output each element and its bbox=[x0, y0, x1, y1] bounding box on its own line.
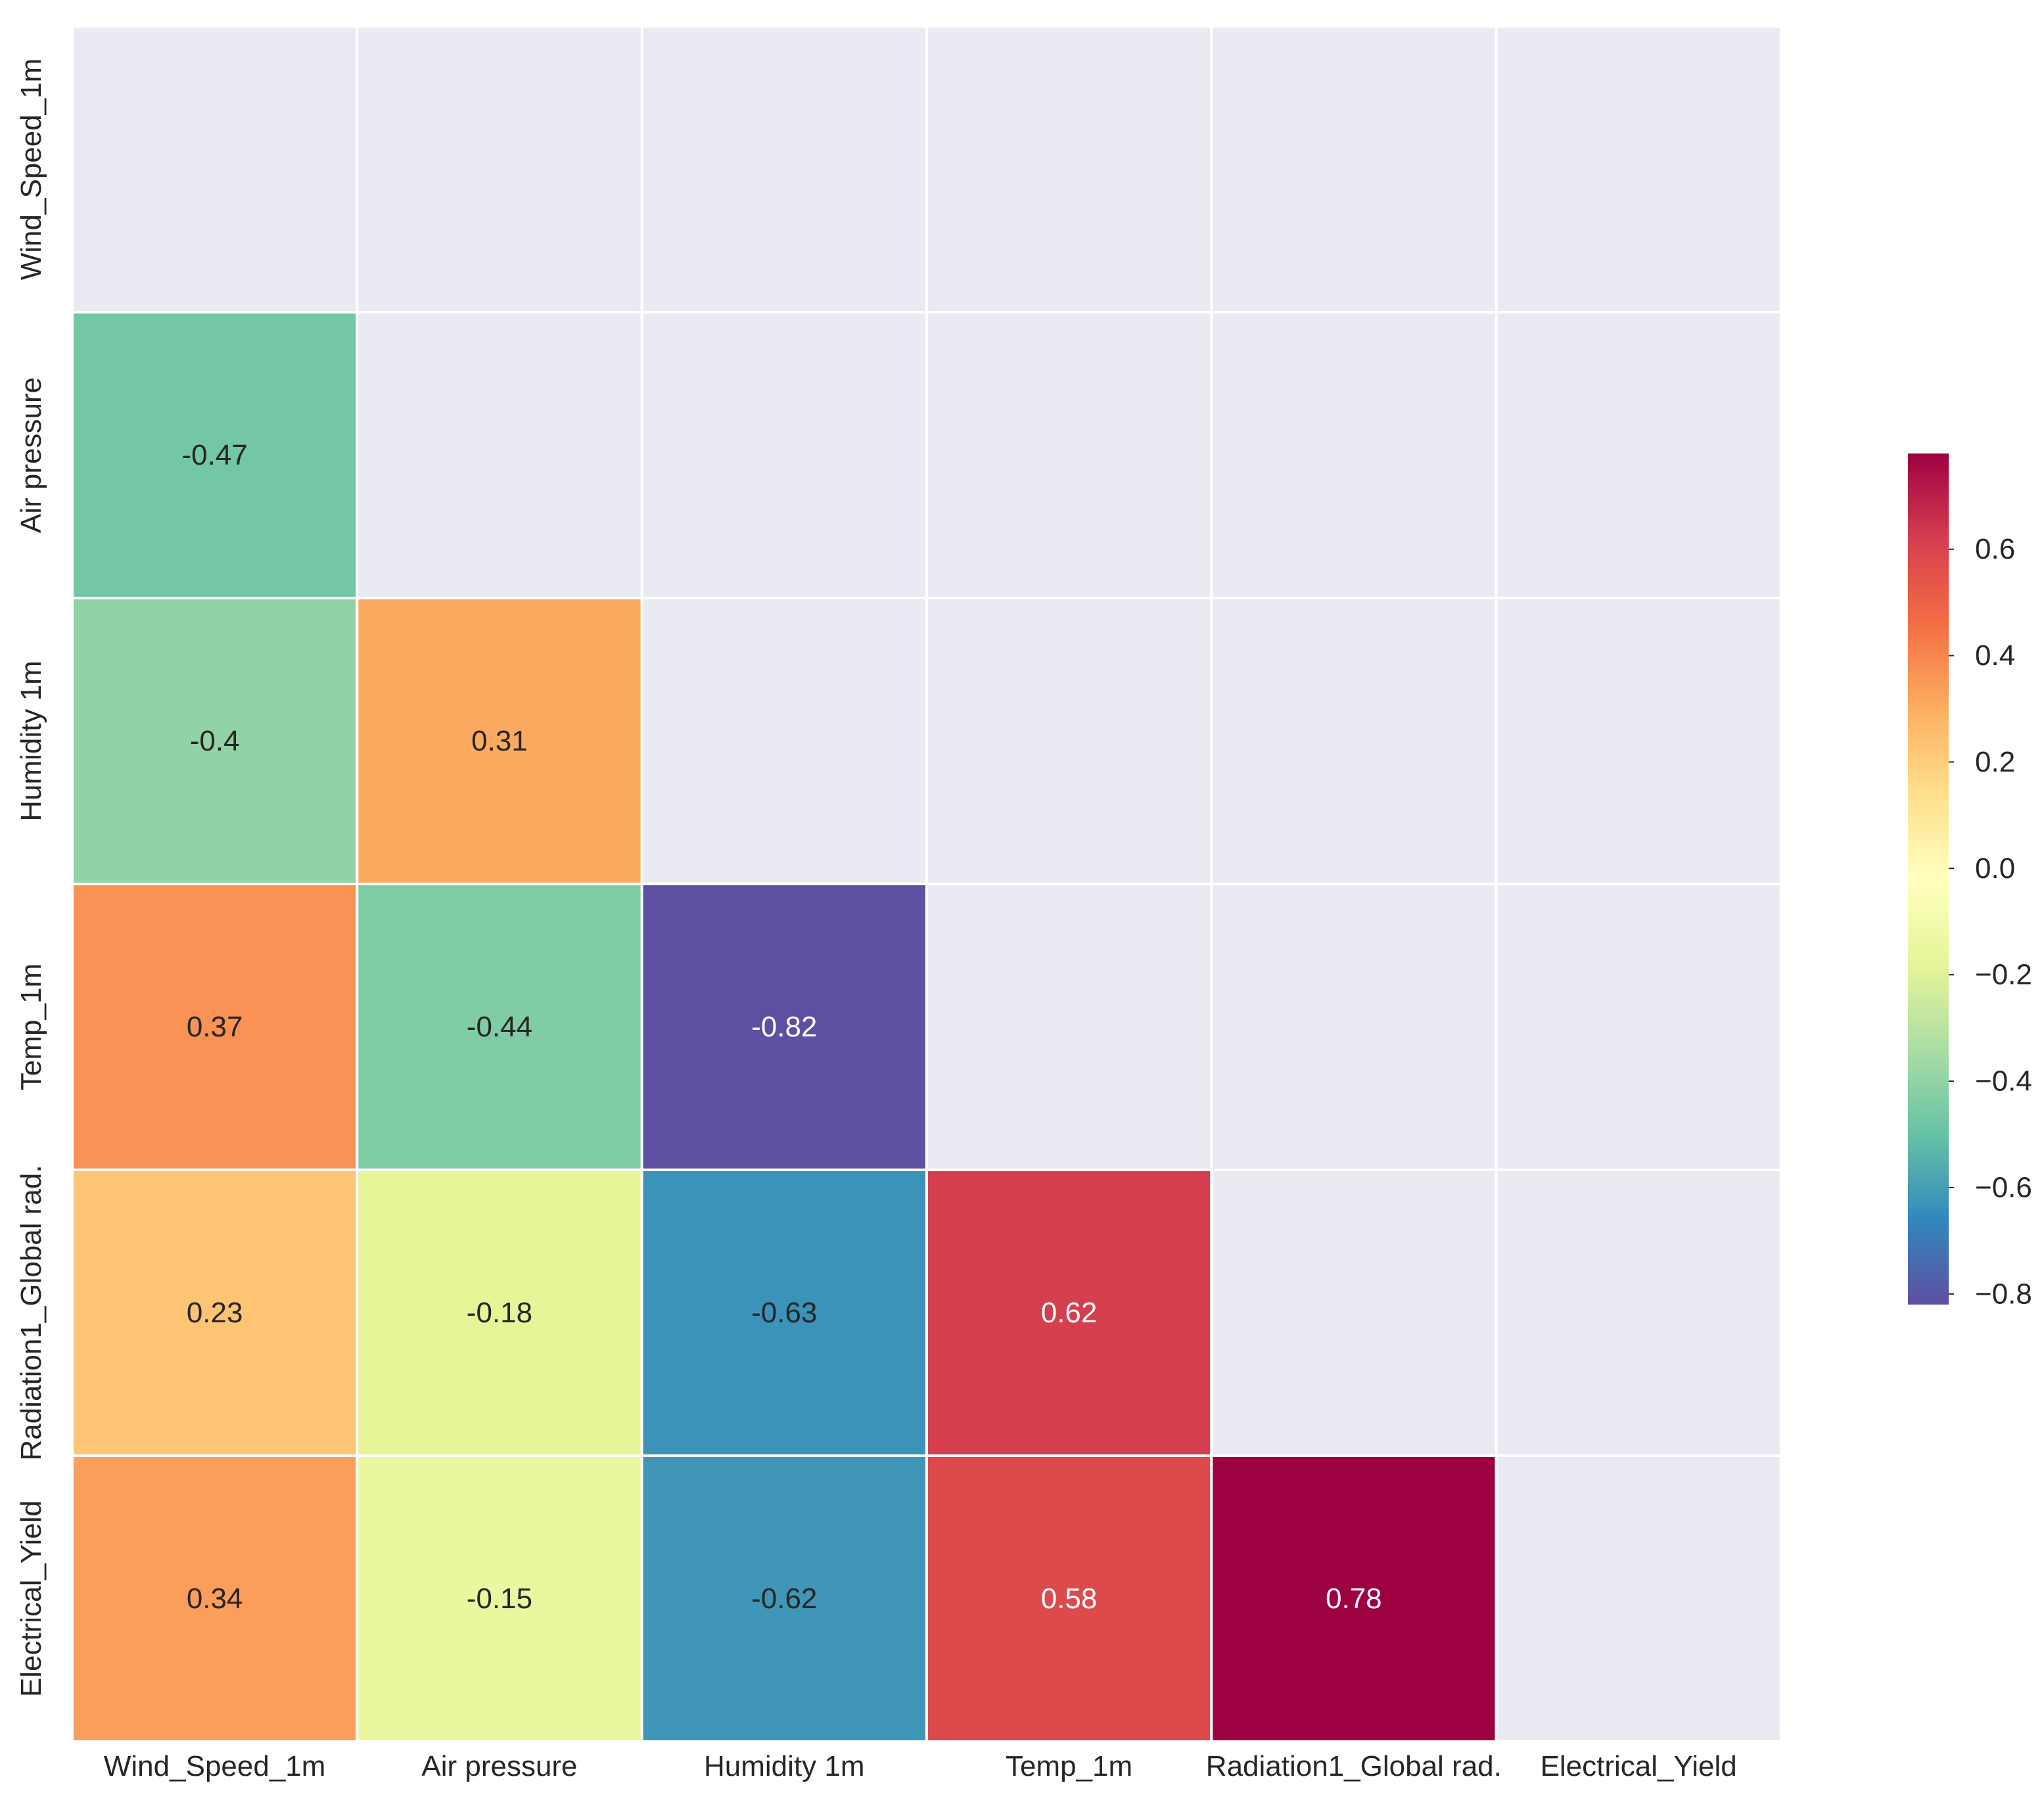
y-tick-label: Electrical_Yield bbox=[15, 1500, 47, 1697]
y-tick-label: Radiation1_Global rad. bbox=[15, 1165, 47, 1460]
colorbar-tick-labels: 0.6 0.4 0.2 0.0 −0.2 −0.4 −0.6 −0.8 bbox=[1949, 533, 2032, 1310]
heatmap-cell bbox=[641, 1170, 927, 1456]
heatmap-cell-labels: -0.47 -0.4 0.31 0.37 -0.44 -0.82 0.23 -0.18 -0.6… bbox=[182, 439, 1382, 1615]
heatmap-cell-label: -0.15 bbox=[467, 1583, 532, 1615]
y-tick-label: Wind_Speed_1m bbox=[15, 58, 47, 281]
heatmap-cell-label: 0.34 bbox=[187, 1583, 243, 1615]
heatmap-cell-label: 0.23 bbox=[187, 1297, 243, 1329]
heatmap-cell bbox=[72, 1170, 358, 1456]
heatmap-cell-label: 0.37 bbox=[187, 1011, 243, 1043]
x-tick-label: Radiation1_Global rad. bbox=[1206, 1750, 1502, 1782]
heatmap-cell-label: -0.82 bbox=[751, 1011, 817, 1043]
colorbar-tick-label: −0.8 bbox=[1975, 1278, 2032, 1310]
colorbar-tick-label: −0.6 bbox=[1975, 1171, 2032, 1203]
heatmap-cells bbox=[71, 25, 1782, 1743]
heatmap-cell bbox=[72, 312, 358, 598]
heatmap-cell bbox=[1211, 1456, 1497, 1742]
heatmap-cell bbox=[641, 1456, 927, 1742]
heatmap-cell-label: -0.47 bbox=[182, 439, 248, 471]
heatmap-cell-label: 0.31 bbox=[471, 725, 528, 757]
x-tick-label: Humidity 1m bbox=[704, 1750, 865, 1782]
heatmap-cell bbox=[357, 884, 642, 1170]
heatmap-cell bbox=[72, 1456, 358, 1742]
colorbar-gradient bbox=[1908, 453, 1949, 1305]
colorbar-tick-label: 0.0 bbox=[1975, 852, 2015, 885]
heatmap-cell bbox=[357, 598, 642, 884]
heatmap-cell-label: -0.62 bbox=[751, 1583, 817, 1615]
heatmap-cell bbox=[357, 1456, 642, 1742]
heatmap-cell bbox=[641, 884, 927, 1170]
heatmap-cell bbox=[72, 884, 358, 1170]
x-tick-label: Wind_Speed_1m bbox=[104, 1750, 326, 1782]
heatmap-cell-label: -0.18 bbox=[467, 1297, 532, 1329]
x-tick-label: Electrical_Yield bbox=[1541, 1750, 1737, 1782]
heatmap-cell-label: -0.44 bbox=[467, 1011, 532, 1043]
y-axis-tick-labels: Wind_Speed_1m Air pressure Humidity 1m Temp… bbox=[15, 58, 47, 1697]
colorbar-tick-label: −0.4 bbox=[1975, 1065, 2032, 1098]
x-tick-label: Temp_1m bbox=[1006, 1750, 1132, 1782]
y-tick-label: Temp_1m bbox=[15, 963, 47, 1090]
heatmap-cell-label: 0.62 bbox=[1041, 1297, 1098, 1329]
x-tick-label: Air pressure bbox=[421, 1750, 577, 1782]
heatmap-cell-label: 0.78 bbox=[1326, 1583, 1382, 1615]
colorbar-tick-label: 0.6 bbox=[1975, 533, 2015, 565]
heatmap-cell-label: 0.58 bbox=[1041, 1583, 1098, 1615]
heatmap-cell bbox=[72, 598, 358, 884]
heatmap-cell bbox=[357, 1170, 642, 1456]
heatmap-cell-label: -0.4 bbox=[190, 725, 240, 757]
colorbar-tick-label: 0.2 bbox=[1975, 746, 2015, 778]
heatmap-cell bbox=[926, 1456, 1212, 1742]
x-axis-tick-labels: Wind_Speed_1m Air pressure Humidity 1m Temp… bbox=[104, 1750, 1737, 1782]
colorbar-tick-label: −0.2 bbox=[1975, 959, 2032, 991]
heatmap-cell bbox=[926, 1170, 1212, 1456]
y-tick-label: Air pressure bbox=[15, 377, 47, 533]
colorbar: 0.6 0.4 0.2 0.0 −0.2 −0.4 −0.6 −0.8 bbox=[1908, 453, 2032, 1310]
y-tick-label: Humidity 1m bbox=[15, 661, 47, 822]
colorbar-tick-label: 0.4 bbox=[1975, 639, 2015, 672]
heatmap-cell-label: -0.63 bbox=[751, 1297, 817, 1329]
